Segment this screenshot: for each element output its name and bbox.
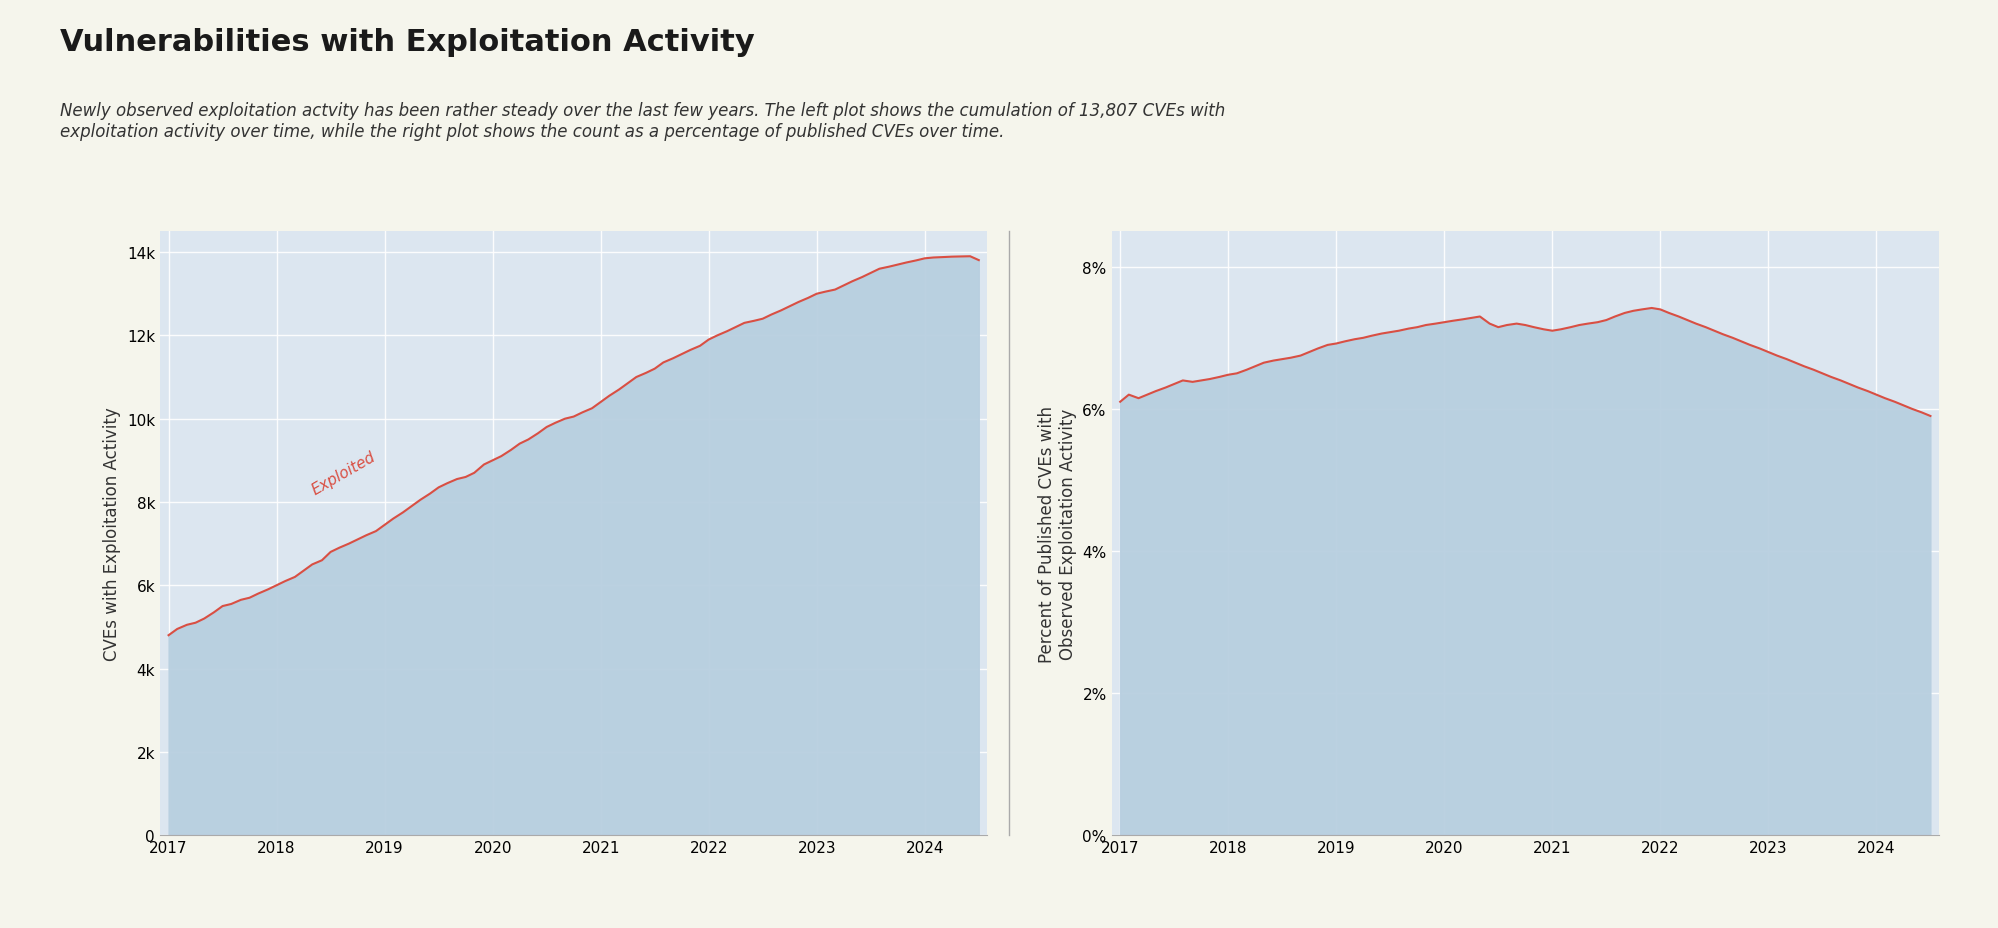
Text: Vulnerabilities with Exploitation Activity: Vulnerabilities with Exploitation Activi…	[60, 28, 755, 57]
Text: Exploited: Exploited	[310, 448, 378, 497]
Y-axis label: Percent of Published CVEs with
Observed Exploitation Activity: Percent of Published CVEs with Observed …	[1037, 406, 1077, 662]
Text: Newly observed exploitation actvity has been rather steady over the last few yea: Newly observed exploitation actvity has …	[60, 102, 1225, 141]
Y-axis label: CVEs with Exploitation Activity: CVEs with Exploitation Activity	[104, 406, 122, 661]
